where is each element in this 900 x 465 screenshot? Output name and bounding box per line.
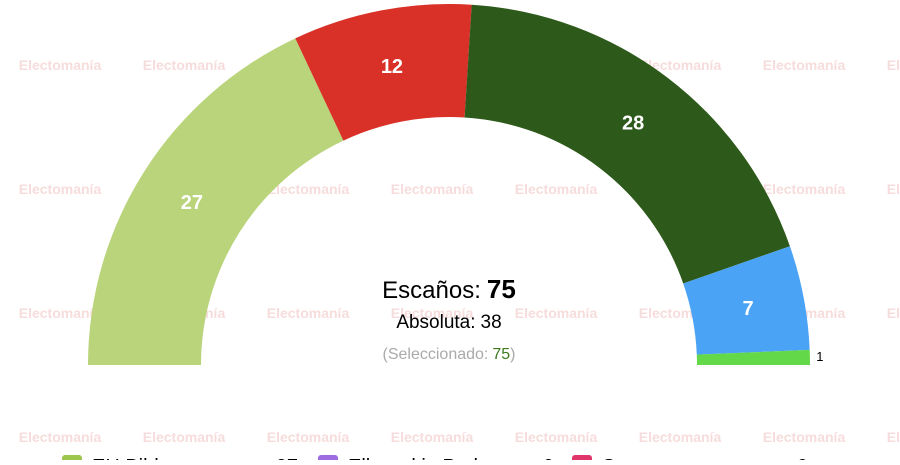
watermark: Electomanía xyxy=(143,57,226,73)
watermark: Electomanía xyxy=(19,181,102,197)
seat-segment xyxy=(295,3,472,141)
watermark: Electomanía xyxy=(887,57,900,73)
selected-value: 75 xyxy=(492,346,510,363)
watermark: Electomanía xyxy=(267,429,350,445)
watermark: Electomanía xyxy=(143,429,226,445)
seat-segment xyxy=(683,246,810,355)
watermark: Electomanía xyxy=(763,181,846,197)
watermark: Electomanía xyxy=(763,429,846,445)
legend-name: Elkarrekin Podemos xyxy=(348,456,527,460)
majority-summary: Absoluta: 38 xyxy=(396,312,501,333)
segment-label: 1 xyxy=(816,349,823,364)
watermark: Electomanía xyxy=(267,305,350,321)
legend-swatch xyxy=(62,455,82,465)
selected-suffix: ) xyxy=(510,346,515,363)
legend-value: 0 xyxy=(797,456,808,460)
watermark: Electomanía xyxy=(515,181,598,197)
seat-segment xyxy=(88,38,344,366)
segment-label: 7 xyxy=(743,298,754,320)
watermark: Electomanía xyxy=(515,305,598,321)
watermark: Electomanía xyxy=(391,181,474,197)
seat-segment xyxy=(696,349,810,365)
seat-segment xyxy=(464,4,790,284)
watermark: Electomanía xyxy=(515,429,598,445)
seats-total: 75 xyxy=(487,274,516,304)
legend-value: 27 xyxy=(276,456,298,460)
selected-prefix: (Seleccionado: xyxy=(383,346,489,363)
segment-label: 27 xyxy=(181,192,203,214)
legend-name: Sumar xyxy=(602,456,661,460)
watermark: Electomanía xyxy=(19,305,102,321)
watermark: Electomanía xyxy=(391,305,474,321)
watermark: Electomanía xyxy=(639,57,722,73)
majority-value: 38 xyxy=(481,312,502,333)
watermark: Electomanía xyxy=(887,181,900,197)
watermark: Electomanía xyxy=(19,57,102,73)
seats-label: Escaños: xyxy=(382,277,481,304)
watermark: Electomanía xyxy=(267,181,350,197)
legend-swatch xyxy=(572,455,592,465)
watermark: Electomanía xyxy=(19,429,102,445)
watermark: Electomanía xyxy=(639,429,722,445)
segment-label: 12 xyxy=(381,56,403,78)
selected-summary: (Seleccionado: 75) xyxy=(383,346,516,363)
legend-name: EH Bildu xyxy=(92,456,170,460)
majority-label: Absoluta: xyxy=(396,312,475,333)
seats-summary: Escaños: 75 xyxy=(382,274,516,304)
legend-value: 0 xyxy=(543,456,554,460)
legend-swatch xyxy=(318,455,338,465)
watermark: Electomanía xyxy=(887,305,900,321)
segment-label: 28 xyxy=(622,112,644,134)
watermark: Electomanía xyxy=(763,57,846,73)
watermark: Electomanía xyxy=(887,429,900,445)
watermark: Electomanía xyxy=(391,429,474,445)
